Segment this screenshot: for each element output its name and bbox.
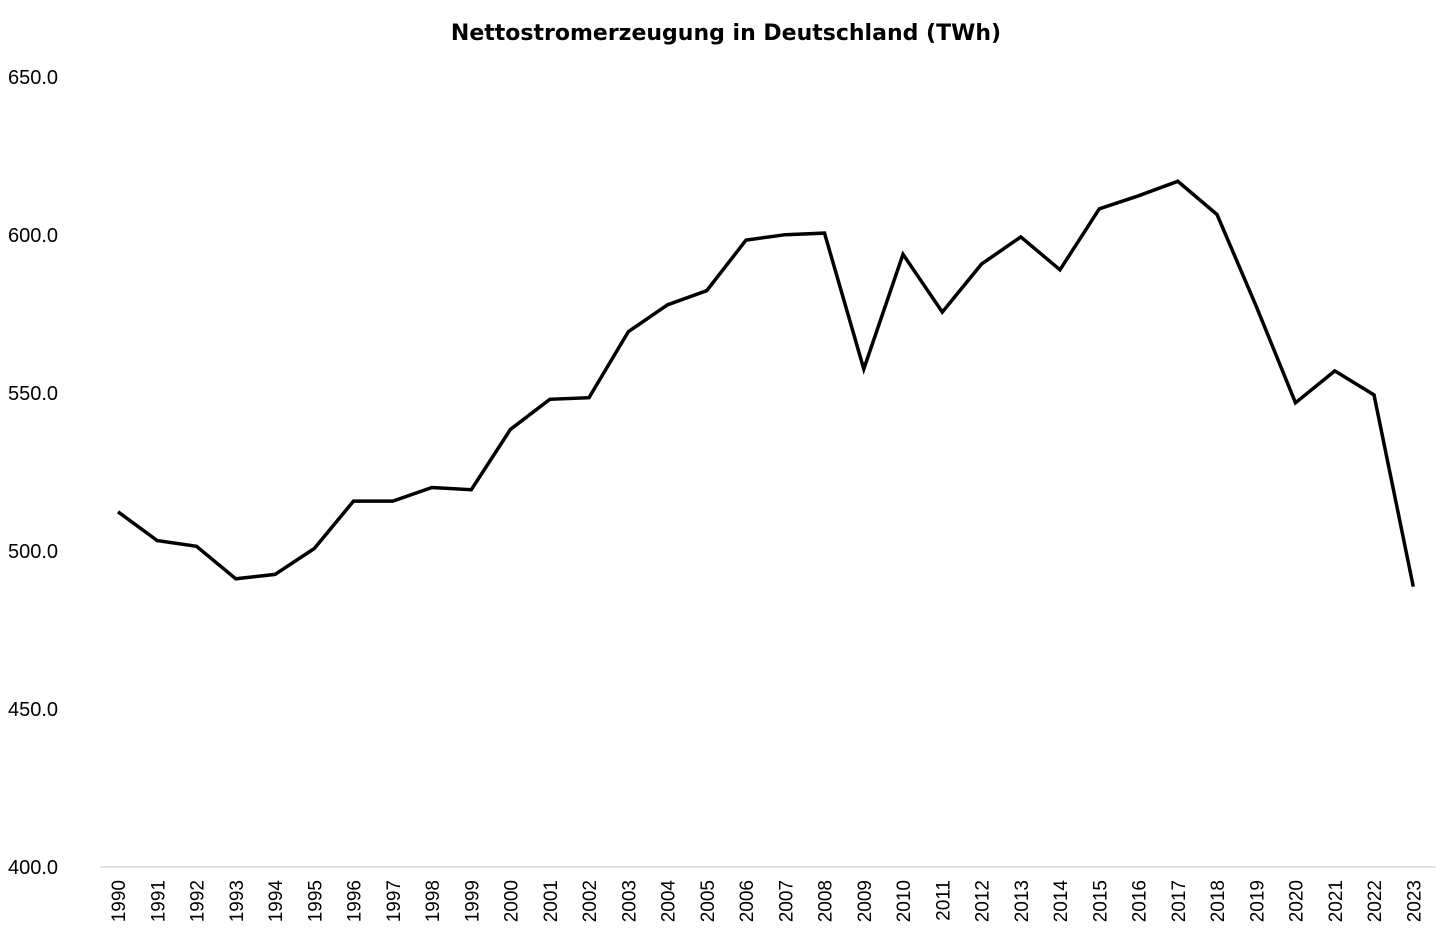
x-tick-label: 2007 bbox=[776, 880, 797, 922]
x-tick-label: 2011 bbox=[933, 880, 954, 921]
x-tick-label: 2003 bbox=[619, 880, 640, 922]
x-tick-label: 2018 bbox=[1208, 880, 1229, 922]
x-tick-label: 2010 bbox=[894, 880, 915, 922]
y-axis: 650.0 600.0 550.0 500.0 450.0 400.0 bbox=[8, 67, 58, 879]
x-tick-label: 2023 bbox=[1404, 880, 1425, 922]
x-tick-label: 2009 bbox=[855, 880, 876, 922]
y-tick-label: 550.0 bbox=[8, 383, 58, 405]
series-line bbox=[116, 179, 1416, 588]
x-tick-label: 2002 bbox=[580, 880, 601, 922]
x-tick-label: 2017 bbox=[1169, 880, 1190, 922]
x-tick-label: 1996 bbox=[345, 880, 366, 922]
x-tick-label: 2016 bbox=[1130, 880, 1151, 922]
x-tick-label: 2001 bbox=[541, 880, 562, 922]
x-tick-label: 1998 bbox=[423, 880, 444, 922]
y-tick-label: 500.0 bbox=[8, 541, 58, 563]
y-tick-label: 600.0 bbox=[8, 225, 58, 247]
y-tick-label: 450.0 bbox=[8, 699, 58, 721]
x-tick-label: 2013 bbox=[1012, 880, 1033, 922]
x-tick-label: 2019 bbox=[1247, 880, 1268, 922]
x-tick-label: 1991 bbox=[148, 880, 169, 922]
y-tick-label: 400.0 bbox=[8, 857, 58, 879]
x-tick-label: 2020 bbox=[1287, 880, 1308, 922]
x-tick-label: 1999 bbox=[462, 880, 483, 922]
x-tick-label: 1993 bbox=[227, 880, 248, 922]
x-tick-label: 1994 bbox=[266, 880, 287, 923]
x-tick-label: 2022 bbox=[1365, 880, 1386, 922]
y-tick-label: 650.0 bbox=[8, 67, 58, 89]
x-tick-label: 2015 bbox=[1090, 880, 1111, 922]
x-tick-label: 1997 bbox=[384, 880, 405, 922]
x-tick-label: 1995 bbox=[305, 880, 326, 922]
x-tick-label: 2021 bbox=[1326, 880, 1347, 922]
x-tick-label: 2008 bbox=[816, 880, 837, 922]
x-tick-label: 2006 bbox=[737, 880, 758, 922]
x-tick-label: 1992 bbox=[188, 880, 209, 922]
x-tick-label: 2004 bbox=[659, 880, 680, 923]
x-tick-label: 2014 bbox=[1051, 880, 1072, 923]
x-tick-label: 2000 bbox=[502, 880, 523, 922]
x-tick-label: 2012 bbox=[973, 880, 994, 922]
x-axis: 1990 1991 1992 1993 1994 1995 1996 1997 1998 1999… bbox=[109, 880, 1425, 923]
x-tick-label: 1990 bbox=[109, 880, 130, 922]
x-tick-label: 2005 bbox=[698, 880, 719, 922]
chart-title: Nettostromerzeugung in Deutschland (TWh) bbox=[451, 21, 1001, 46]
